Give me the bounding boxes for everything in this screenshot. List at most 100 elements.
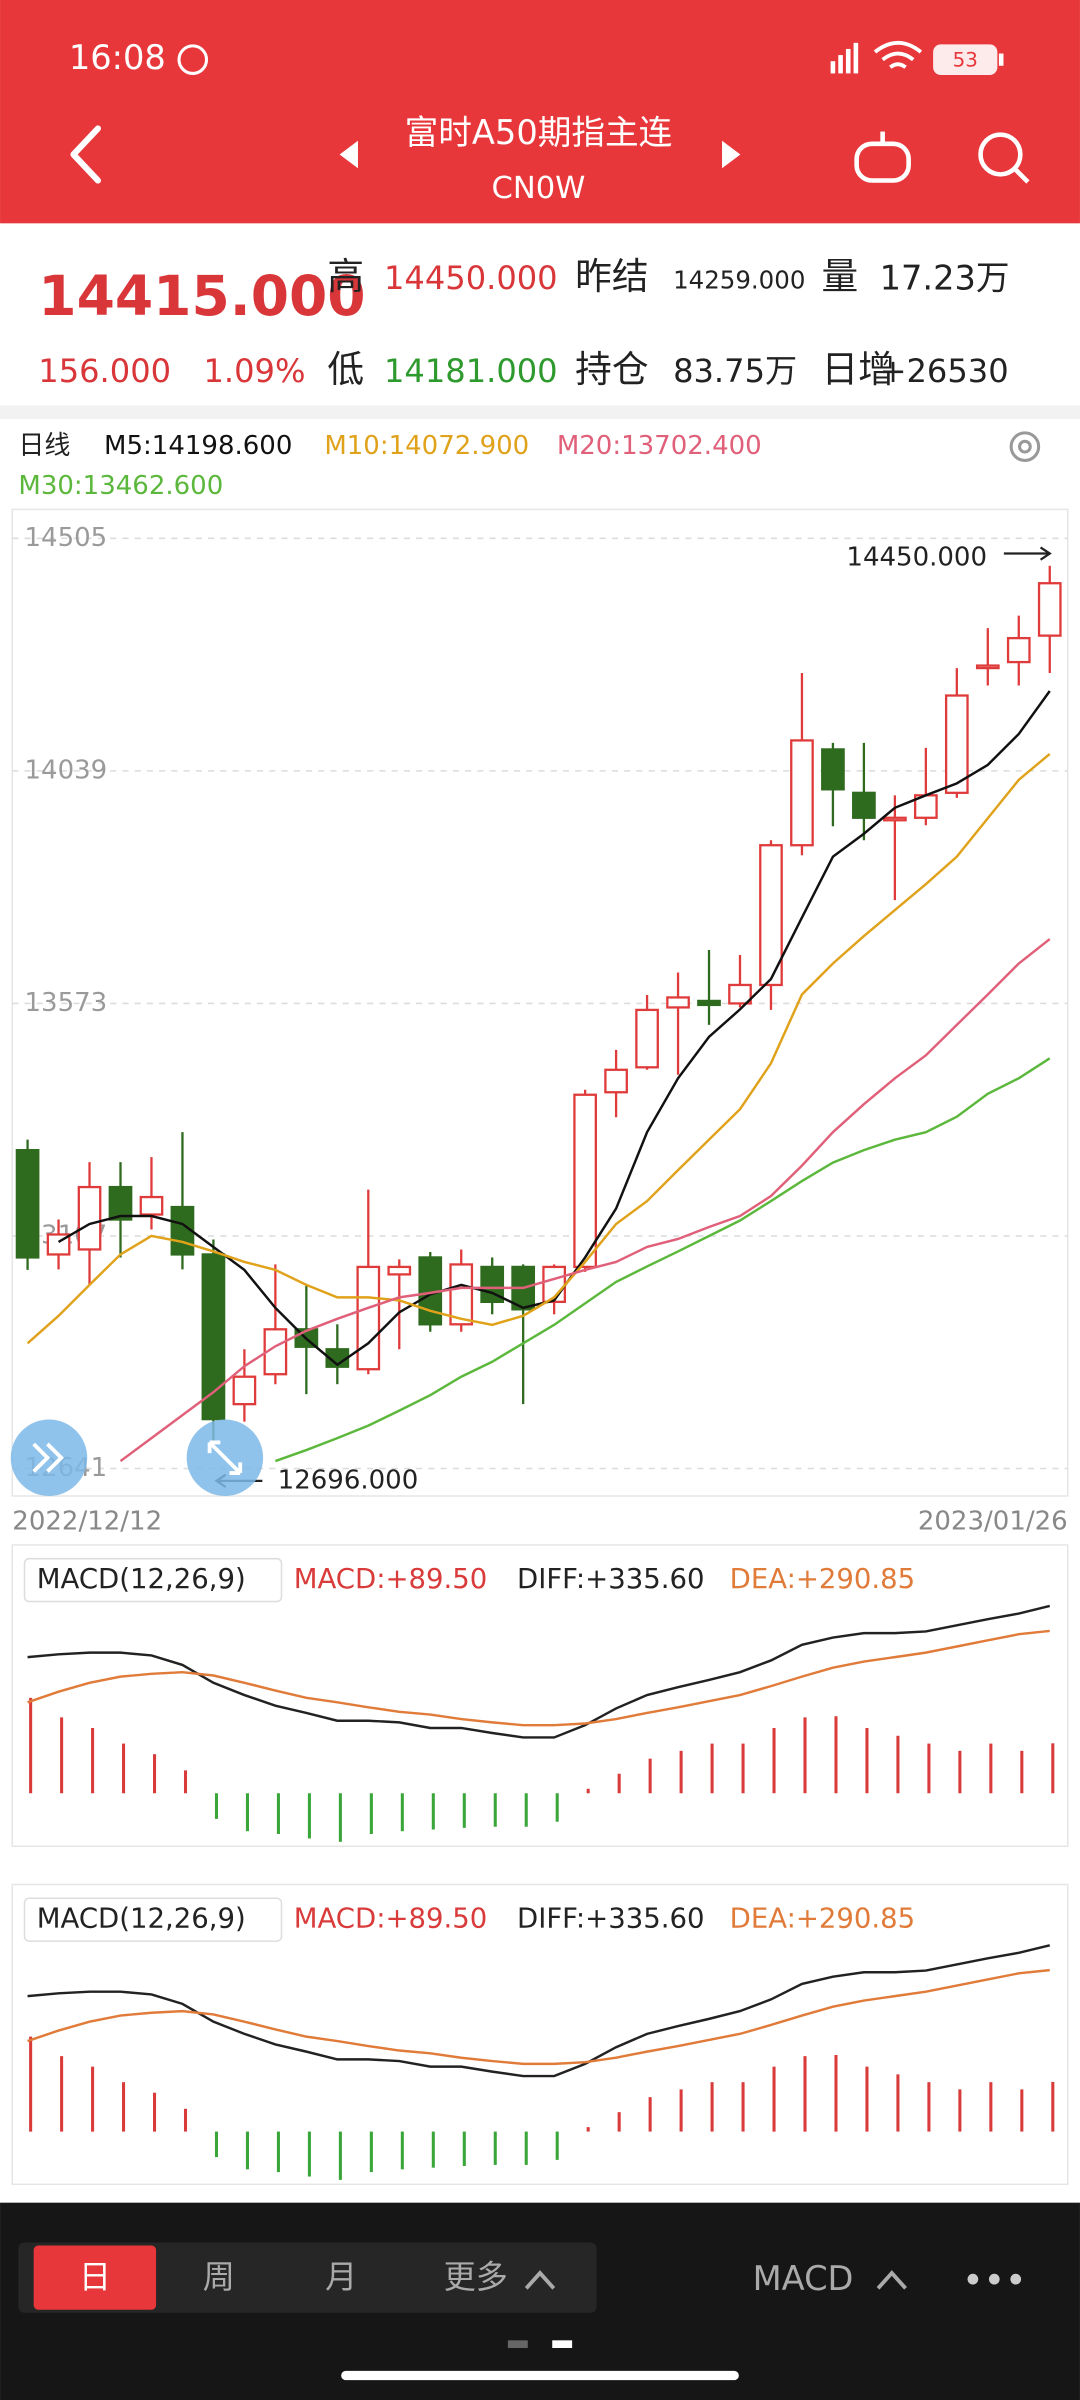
candle-body xyxy=(821,748,845,791)
candle-body xyxy=(1037,582,1062,637)
candle-body xyxy=(201,1253,226,1421)
indicator-line xyxy=(27,1968,1050,2066)
increase: +26530 xyxy=(880,352,1009,390)
battery-icon xyxy=(933,44,998,75)
high-price: 14450.000 xyxy=(384,259,558,297)
candle-body xyxy=(790,739,814,847)
candle-body xyxy=(883,816,907,822)
candle-body xyxy=(759,844,783,987)
candle-body xyxy=(77,1185,102,1251)
collapse-arrows xyxy=(32,1442,64,1473)
increase-label: 日增 xyxy=(821,348,894,391)
low-annotation: 12696.000 xyxy=(278,1465,419,1495)
chart-buttons xyxy=(10,1419,264,1496)
legend-entry: M5:14198.600 xyxy=(104,431,292,461)
annotation-arrowhead xyxy=(1039,546,1052,561)
period-label: 日线 xyxy=(18,431,70,461)
x-tick-label: 2022/12/12 xyxy=(12,1506,162,1536)
indicator-legend: DIFF:+335.60 xyxy=(517,1903,704,1935)
status-time: 16:08 xyxy=(69,38,166,77)
signal-icon xyxy=(830,42,859,74)
macd-label-box-1[interactable] xyxy=(23,1557,283,1603)
indicator-title: MACD(12,26,9) xyxy=(37,1903,246,1935)
change: 156.000 xyxy=(38,352,171,390)
last-price: 14415.000 xyxy=(38,264,365,328)
indicator-selector[interactable]: MACD xyxy=(753,2259,854,2298)
robot-icon[interactable] xyxy=(854,131,911,183)
candle-body xyxy=(852,791,876,819)
contract-title: 富时A50期指主连 xyxy=(405,113,673,152)
tab-day[interactable]: 日 xyxy=(79,2258,111,2296)
indicator-caret xyxy=(876,2270,908,2290)
x-tick-label: 2023/01/26 xyxy=(918,1506,1068,1536)
indicator-line xyxy=(27,1629,1050,1727)
open-interest: 83.75万 xyxy=(673,352,797,390)
macd-label-box-2[interactable] xyxy=(23,1897,283,1942)
candle-body xyxy=(387,1265,412,1276)
volume: 17.23万 xyxy=(880,258,1010,297)
high-label: 高 xyxy=(327,255,364,298)
moving-average-line xyxy=(26,752,1051,1345)
indicator-title: MACD(12,26,9) xyxy=(37,1563,246,1595)
battery-tip xyxy=(998,53,1004,66)
candle-body xyxy=(139,1195,164,1216)
tab-week[interactable]: 周 xyxy=(203,2258,235,2296)
candle-body xyxy=(728,983,752,1005)
macd-frame-2 xyxy=(11,1883,1069,2186)
candle-body xyxy=(356,1265,381,1371)
indicator-legend: DIFF:+335.60 xyxy=(517,1563,704,1595)
low-price: 14181.000 xyxy=(384,352,558,390)
header-bar xyxy=(0,0,1080,224)
candle-body xyxy=(697,999,721,1007)
candle-body xyxy=(604,1068,628,1094)
next-contract[interactable] xyxy=(722,140,741,169)
separator xyxy=(0,405,1080,420)
search-icon[interactable] xyxy=(978,132,1030,184)
contract-code: CN0W xyxy=(492,171,586,206)
candle-body xyxy=(108,1185,133,1221)
y-tick-label: 14039 xyxy=(25,755,108,785)
page-dot-active xyxy=(552,2340,573,2348)
legend-entry: M30:13462.600 xyxy=(18,471,223,501)
indicator-legend: MACD:+89.50 xyxy=(294,1563,488,1595)
candle-body xyxy=(944,694,969,794)
more-caret xyxy=(524,2270,556,2290)
macd-frame-1 xyxy=(11,1544,1069,1848)
settings-icon[interactable] xyxy=(1009,431,1041,462)
prev-price: 14259.000 xyxy=(673,265,805,294)
indicator-legend: MACD:+89.50 xyxy=(294,1903,488,1935)
tab-more[interactable]: 更多 xyxy=(444,2258,508,2296)
candle-body xyxy=(666,996,690,1009)
fullscreen-arrows xyxy=(207,1440,243,1475)
candle-body xyxy=(232,1375,257,1406)
indicator-legend: DEA:+290.85 xyxy=(730,1903,916,1935)
candle-body xyxy=(573,1093,597,1269)
y-tick-label: 13573 xyxy=(25,988,108,1018)
candle-body xyxy=(449,1263,474,1326)
indicator-legend: DEA:+290.85 xyxy=(730,1563,916,1595)
plot-layer: 14505140391357313107126412022/12/122023/… xyxy=(12,431,1068,2180)
back-button[interactable] xyxy=(70,125,101,184)
volume-label: 量 xyxy=(821,255,858,298)
page-dot xyxy=(507,2340,528,2348)
tab-active[interactable] xyxy=(33,2245,157,2310)
moving-average-line xyxy=(274,1057,1051,1463)
home-indicator xyxy=(341,2370,739,2381)
candle-body xyxy=(975,664,1000,670)
menu-button[interactable] xyxy=(967,2273,1022,2285)
candle-body xyxy=(635,1008,659,1069)
high-annotation: 14450.000 xyxy=(846,543,987,573)
prev-label: 昨结 xyxy=(575,255,648,298)
tab-month[interactable]: 月 xyxy=(325,2258,357,2296)
prev-contract[interactable] xyxy=(339,140,358,169)
legend-entry: M10:14072.900 xyxy=(324,431,529,461)
y-tick-label: 14505 xyxy=(25,523,108,553)
candle-body xyxy=(480,1265,505,1304)
moving-average-line xyxy=(119,938,1051,1463)
legend-entry: M20:13702.400 xyxy=(557,431,762,461)
low-label: 低 xyxy=(327,348,364,391)
wifi-icon xyxy=(873,40,923,69)
